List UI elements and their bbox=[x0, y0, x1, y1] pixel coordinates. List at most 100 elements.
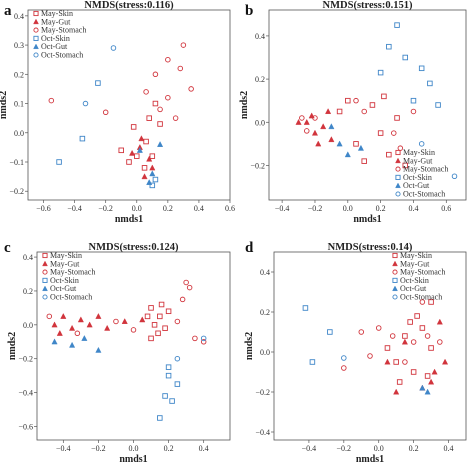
legend-marker-may-skin bbox=[42, 252, 48, 259]
point-may-gut bbox=[77, 316, 84, 323]
y-axis-label: nmds2 bbox=[7, 332, 18, 360]
point-may-gut bbox=[308, 112, 315, 119]
point-oct-skin bbox=[402, 54, 409, 61]
point-may-skin bbox=[428, 345, 434, 351]
point-may-stomach bbox=[177, 65, 184, 72]
y-tick-label: 0.4 bbox=[260, 268, 270, 277]
legend-entry: May-Skin bbox=[400, 251, 432, 260]
point-may-skin bbox=[148, 335, 154, 342]
point-oct-gut bbox=[51, 338, 58, 345]
legend-entry: Oct-Gut bbox=[403, 181, 430, 190]
point-oct-skin bbox=[79, 135, 86, 142]
point-may-stomach bbox=[424, 333, 431, 339]
chart-title: NMDS(stress:0.151) bbox=[323, 0, 413, 11]
legend-entry: Oct-Gut bbox=[50, 284, 77, 293]
point-may-gut bbox=[431, 368, 438, 375]
point-oct-skin bbox=[165, 364, 172, 370]
legend: May-SkinMay-GutMay-StomachOct-SkinOct-Gu… bbox=[392, 251, 445, 302]
x-tick-label: 0.2 bbox=[163, 204, 173, 213]
point-may-gut bbox=[393, 388, 400, 395]
legend-marker-oct-gut bbox=[392, 285, 398, 291]
point-may-skin bbox=[155, 330, 161, 337]
legend-entry: May-Gut bbox=[400, 259, 430, 268]
point-may-skin bbox=[396, 379, 403, 385]
x-tick-label: −0.6 bbox=[36, 204, 51, 213]
point-may-gut bbox=[139, 316, 146, 323]
y-tick-label: −0.6 bbox=[18, 422, 33, 431]
point-oct-stomach bbox=[200, 335, 207, 342]
x-tick-label: −0.2 bbox=[308, 204, 323, 213]
point-may-skin bbox=[402, 333, 408, 339]
x-tick-label: 0.4 bbox=[194, 204, 204, 213]
point-oct-gut bbox=[357, 144, 364, 151]
point-may-gut bbox=[442, 358, 449, 365]
chart-title: NMDS(stress:0.14) bbox=[328, 242, 413, 253]
point-may-skin bbox=[143, 138, 149, 145]
point-may-gut bbox=[69, 324, 76, 331]
legend-marker-may-skin bbox=[395, 149, 401, 156]
y-axis-label: nmds2 bbox=[0, 91, 9, 119]
x-tick-label: −0.2 bbox=[337, 444, 352, 453]
panel-label: c bbox=[4, 240, 11, 256]
y-tick-label: 0.0 bbox=[23, 321, 33, 330]
point-oct-gut bbox=[424, 388, 431, 395]
legend-marker-may-stomach bbox=[392, 269, 398, 275]
y-tick-label: 0.2 bbox=[255, 75, 265, 84]
point-may-stomach bbox=[186, 284, 193, 291]
point-may-skin bbox=[158, 301, 165, 308]
point-may-gut bbox=[401, 338, 408, 345]
point-may-stomach bbox=[165, 56, 171, 63]
x-tick-label: −0.4 bbox=[56, 444, 71, 453]
legend-entry: May-Stomach bbox=[400, 268, 445, 277]
legend-entry: May-Stomach bbox=[50, 268, 95, 277]
point-oct-skin bbox=[165, 372, 172, 379]
legend-marker-may-gut bbox=[392, 260, 398, 267]
point-oct-gut bbox=[136, 146, 143, 153]
x-tick-label: 0.4 bbox=[199, 444, 209, 453]
point-may-skin bbox=[165, 308, 172, 315]
legend-entry: Oct-Gut bbox=[41, 42, 68, 51]
point-may-skin bbox=[144, 313, 151, 320]
point-oct-skin bbox=[327, 329, 333, 335]
legend-marker-oct-stomach bbox=[33, 52, 39, 58]
point-may-skin bbox=[419, 325, 426, 331]
point-may-stomach bbox=[304, 128, 310, 134]
point-oct-skin bbox=[95, 80, 101, 86]
x-tick-label: 0.2 bbox=[409, 444, 419, 453]
y-tick-label: 0.0 bbox=[14, 129, 24, 138]
panel-a: a NMDS(stress:0.116) nmds1 nmds2 −0.6 −0.4 −0.… bbox=[0, 0, 235, 225]
point-may-stomach bbox=[397, 145, 404, 151]
x-tick-label: 0.2 bbox=[164, 444, 174, 453]
point-may-stomach bbox=[192, 335, 198, 342]
legend-marker-oct-gut bbox=[42, 285, 48, 291]
y-tick-label: −0.1 bbox=[9, 158, 24, 167]
x-tick-label: 0.6 bbox=[441, 204, 451, 213]
point-oct-skin bbox=[157, 415, 163, 421]
point-may-gut bbox=[384, 358, 391, 365]
point-may-skin bbox=[118, 147, 124, 154]
x-tick-label: 0.0 bbox=[374, 444, 384, 453]
point-may-stomach bbox=[74, 330, 81, 337]
y-tick-label: −0.2 bbox=[18, 355, 33, 364]
point-may-stomach bbox=[48, 97, 55, 104]
point-oct-skin bbox=[386, 43, 392, 50]
point-may-skin bbox=[353, 141, 359, 147]
point-may-gut bbox=[328, 136, 335, 143]
point-may-skin bbox=[424, 373, 431, 379]
point-may-gut bbox=[121, 318, 128, 324]
legend-entry: Oct-Gut bbox=[400, 284, 427, 293]
point-may-stomach bbox=[152, 71, 159, 78]
x-tick-label: 0.0 bbox=[129, 444, 139, 453]
point-oct-stomach bbox=[418, 141, 425, 147]
point-may-skin bbox=[410, 369, 417, 375]
point-may-stomach bbox=[143, 89, 149, 95]
point-oct-skin bbox=[309, 359, 316, 365]
legend-marker-oct-skin bbox=[42, 277, 48, 283]
plot-frame bbox=[273, 251, 467, 441]
point-may-skin bbox=[361, 158, 367, 164]
point-may-gut bbox=[56, 329, 63, 336]
x-tick-label: 0.0 bbox=[343, 204, 353, 213]
point-oct-gut bbox=[344, 151, 351, 158]
point-oct-gut bbox=[328, 123, 335, 130]
legend-entry: Oct-Skin bbox=[400, 276, 429, 285]
